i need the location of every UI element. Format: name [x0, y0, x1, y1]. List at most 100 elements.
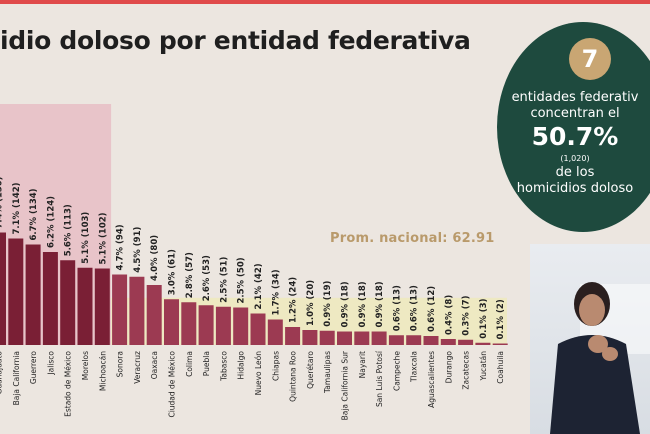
- callout-number-badge: 7: [569, 38, 611, 80]
- value-label-29: 0.1% (3): [479, 298, 489, 338]
- category-label-23: San Luis Potosí: [375, 350, 384, 407]
- bar-17: [267, 319, 283, 345]
- category-label-5: Estado de México: [64, 351, 73, 417]
- value-label-21: 0.9% (18): [341, 281, 351, 327]
- category-label-28: Zacatecas: [462, 351, 471, 390]
- value-label-4: 6.2% (124): [46, 196, 56, 248]
- bar-10: [146, 285, 162, 345]
- chart-title: idio doloso por entidad federativa: [0, 26, 471, 55]
- category-label-6: Morelos: [81, 351, 90, 380]
- value-label-13: 2.6% (53): [202, 255, 212, 301]
- bar-24: [388, 335, 404, 345]
- bar-13: [198, 305, 214, 345]
- value-label-22: 0.9% (18): [358, 281, 368, 327]
- bar-14: [215, 306, 231, 345]
- value-label-20: 0.9% (19): [323, 281, 333, 327]
- callout-line-4: homicidios doloso: [516, 181, 634, 196]
- value-label-5: 5.6% (113): [64, 204, 74, 256]
- bar-3: [25, 244, 41, 345]
- category-label-8: Sonora: [116, 351, 125, 377]
- bar-16: [250, 313, 266, 345]
- category-label-26: Aguascalientes: [427, 351, 436, 408]
- bar-15: [233, 307, 249, 345]
- sign-language-interpreter-video: [530, 244, 650, 434]
- value-label-10: 4.0% (80): [150, 235, 160, 281]
- callout-line-2: concentran el: [530, 106, 620, 121]
- bar-23: [371, 331, 387, 345]
- bar-26: [423, 336, 439, 345]
- category-label-20: Tamaulipas: [323, 351, 332, 394]
- category-label-11: Ciudad de México: [168, 351, 177, 418]
- category-label-27: Durango: [444, 351, 453, 384]
- bar-29: [475, 342, 491, 345]
- value-label-23: 0.9% (18): [375, 281, 385, 327]
- top-accent-bar: [0, 0, 650, 4]
- category-label-10: Oaxaca: [150, 351, 159, 379]
- summary-callout: 7 entidades federativ concentran el 50.7…: [497, 22, 650, 232]
- category-label-17: Chiapas: [271, 351, 280, 381]
- bar-1: [0, 232, 6, 345]
- value-label-16: 2.1% (42): [254, 263, 264, 309]
- bar-22: [354, 331, 370, 345]
- category-label-22: Nayarit: [358, 351, 367, 378]
- bar-11: [164, 299, 179, 345]
- category-label-15: Hidalgo: [237, 351, 246, 380]
- category-label-25: Tlaxcala: [410, 351, 419, 383]
- bar-20: [319, 330, 335, 345]
- value-label-7: 5.1% (102): [98, 212, 108, 264]
- bar-12: [181, 302, 197, 345]
- value-label-6: 5.1% (103): [81, 212, 91, 264]
- category-label-13: Puebla: [202, 351, 211, 376]
- bar-4: [42, 252, 58, 345]
- category-label-30: Coahuila: [496, 351, 505, 384]
- value-label-17: 1.7% (34): [271, 269, 281, 315]
- value-label-24: 0.6% (13): [392, 285, 402, 331]
- value-label-26: 0.6% (12): [427, 286, 437, 332]
- category-label-3: Guerrero: [29, 351, 38, 385]
- category-label-2: Baja California: [12, 351, 21, 405]
- bar-30: [492, 343, 508, 345]
- category-label-21: Baja California Sur: [341, 350, 350, 420]
- category-label-16: Nuevo León: [254, 351, 263, 396]
- bar-18: [285, 327, 301, 345]
- value-label-18: 1.2% (24): [289, 277, 299, 323]
- category-label-14: Tabasco: [219, 351, 228, 382]
- value-label-19: 1.0% (20): [306, 280, 316, 326]
- bar-7: [94, 268, 110, 345]
- category-label-9: Veracruz: [133, 351, 142, 384]
- category-label-19: Querétaro: [306, 351, 315, 389]
- category-label-1: Guanajuato: [0, 351, 4, 395]
- category-label-12: Colima: [185, 351, 194, 377]
- value-label-2: 7.1% (142): [12, 182, 22, 234]
- value-label-12: 2.8% (57): [185, 252, 195, 298]
- callout-line-3: de los: [555, 165, 595, 180]
- bar-6: [77, 267, 93, 345]
- value-label-15: 2.5% (50): [237, 257, 247, 303]
- callout-percent: 50.7%: [531, 122, 619, 151]
- category-label-24: Campeche: [392, 351, 401, 391]
- bar-9: [129, 276, 145, 345]
- bar-5: [60, 260, 76, 345]
- value-label-30: 0.1% (2): [496, 299, 506, 339]
- category-label-29: Yucatán: [479, 351, 488, 382]
- category-label-18: Quintana Roo: [289, 351, 298, 402]
- interpreter-figure: [550, 282, 650, 434]
- callout-count: (1,020): [560, 154, 590, 163]
- value-label-3: 6.7% (134): [29, 188, 39, 240]
- value-label-27: 0.4% (8): [444, 295, 454, 335]
- value-label-1: 7.4% (150): [0, 176, 5, 228]
- value-label-9: 4.5% (91): [133, 227, 143, 273]
- value-label-8: 4.7% (94): [116, 224, 126, 270]
- callout-line-1: entidades federativ: [511, 90, 639, 105]
- average-label: Prom. nacional: 62.91: [330, 231, 495, 246]
- bar-28: [458, 339, 474, 345]
- category-label-7: Michoacán: [98, 351, 107, 391]
- bar-21: [337, 331, 352, 345]
- bar-27: [440, 339, 456, 345]
- value-label-28: 0.3% (7): [462, 295, 472, 335]
- category-label-4: Jalisco: [46, 351, 55, 376]
- bar-19: [302, 330, 318, 345]
- value-label-14: 2.5% (51): [219, 257, 229, 303]
- bar-25: [406, 335, 422, 345]
